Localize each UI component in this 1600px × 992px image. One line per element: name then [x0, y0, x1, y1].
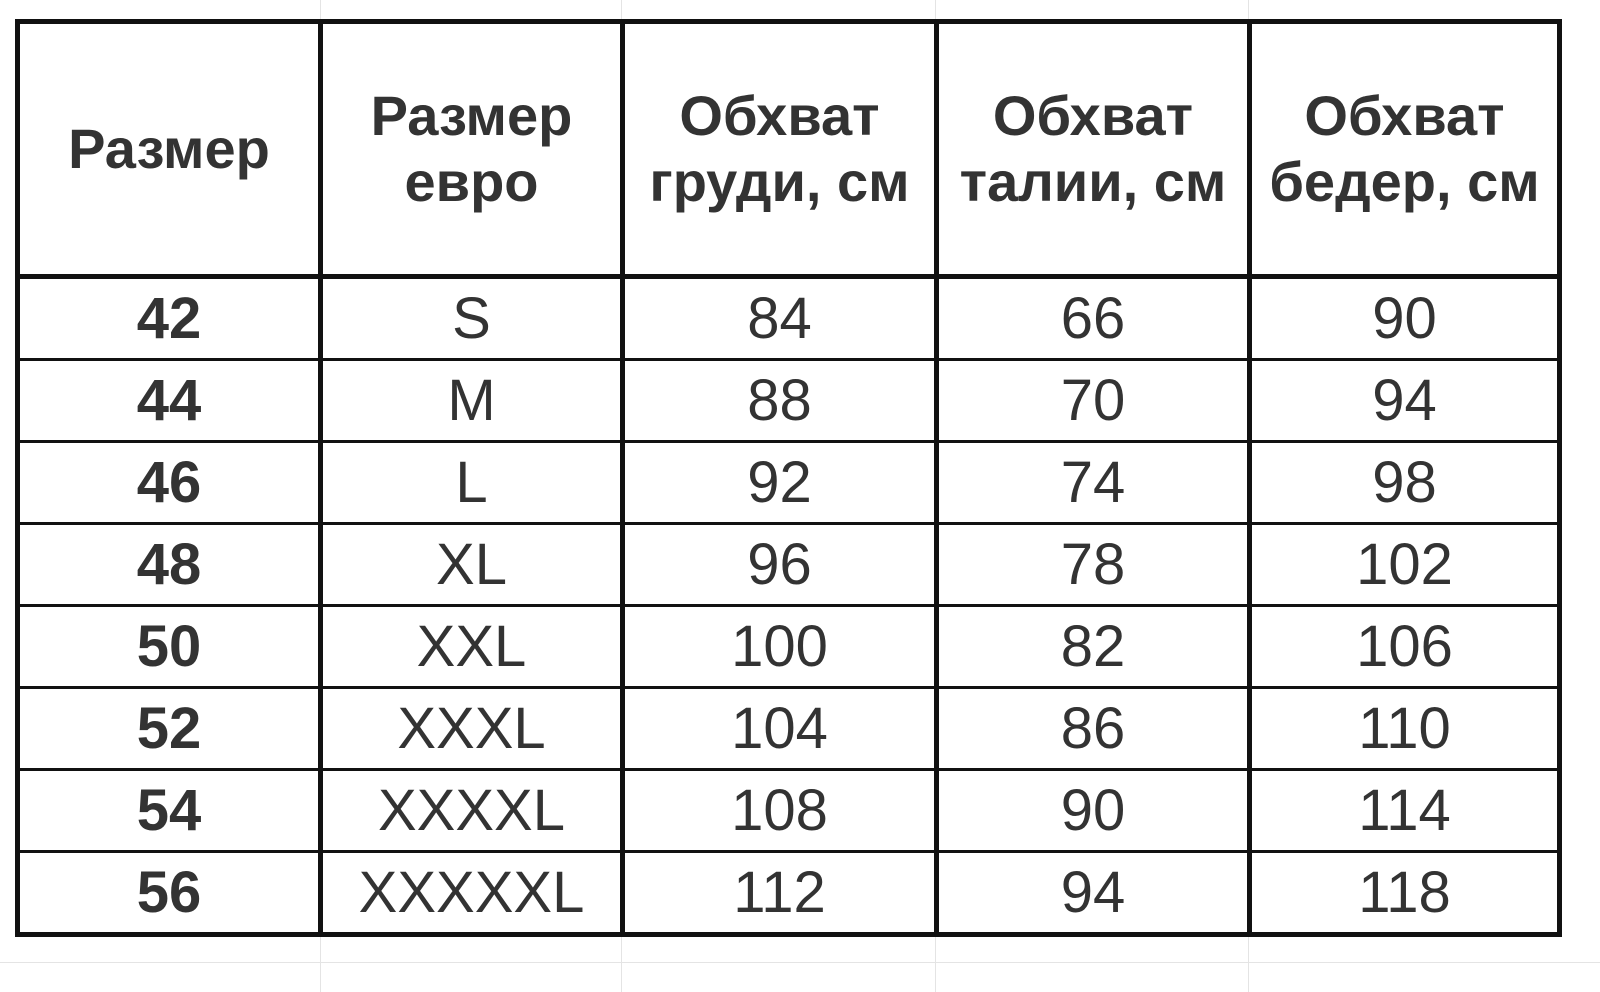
table-cell: 86	[934, 686, 1252, 771]
table-cell: 48	[15, 522, 323, 607]
table-row: 42 S 84 66 90	[15, 274, 1562, 361]
column-header: Обхват бедер, см	[1247, 19, 1562, 279]
table-cell: 94	[934, 850, 1252, 937]
table-cell: 100	[620, 604, 939, 689]
table-cell: 118	[1247, 850, 1562, 937]
table-cell: XXXXXL	[318, 850, 625, 937]
table-row: 54 XXXXL 108 90 114	[15, 768, 1562, 853]
column-header: Размер	[15, 19, 323, 279]
sheet-gridline	[0, 962, 1600, 963]
table-cell: 70	[934, 358, 1252, 443]
table-row: 56 XXXXXL 112 94 118	[15, 850, 1562, 937]
table-cell: 82	[934, 604, 1252, 689]
column-header: Размер евро	[318, 19, 625, 279]
table-cell: M	[318, 358, 625, 443]
table-cell: 78	[934, 522, 1252, 607]
table-cell: 54	[15, 768, 323, 853]
table-cell: 42	[15, 274, 323, 361]
table-row: 52 XXXL 104 86 110	[15, 686, 1562, 771]
size-chart-table: Размер Размер евро Обхват груди, см Обхват …	[15, 19, 1562, 937]
table-cell: 114	[1247, 768, 1562, 853]
table-cell: 56	[15, 850, 323, 937]
column-header: Обхват талии, см	[934, 19, 1252, 279]
table-cell: 110	[1247, 686, 1562, 771]
table-cell: L	[318, 440, 625, 525]
table-cell: 44	[15, 358, 323, 443]
table-cell: 112	[620, 850, 939, 937]
table-cell: 106	[1247, 604, 1562, 689]
table-cell: 74	[934, 440, 1252, 525]
table-cell: 90	[1247, 274, 1562, 361]
table-cell: 94	[1247, 358, 1562, 443]
table-row: 46 L 92 74 98	[15, 440, 1562, 525]
table-row: 44 M 88 70 94	[15, 358, 1562, 443]
table-cell: 88	[620, 358, 939, 443]
table-cell: 96	[620, 522, 939, 607]
table-cell: 108	[620, 768, 939, 853]
table-cell: 98	[1247, 440, 1562, 525]
table-row: 50 XXL 100 82 106	[15, 604, 1562, 689]
header-row: Размер Размер евро Обхват груди, см Обхват …	[15, 19, 1562, 279]
table-cell: 92	[620, 440, 939, 525]
table-cell: S	[318, 274, 625, 361]
table-cell: XXXL	[318, 686, 625, 771]
table-cell: 52	[15, 686, 323, 771]
table-cell: 90	[934, 768, 1252, 853]
table-cell: XXL	[318, 604, 625, 689]
column-header: Обхват груди, см	[620, 19, 939, 279]
table-cell: XXXXL	[318, 768, 625, 853]
table-cell: 102	[1247, 522, 1562, 607]
table-cell: 50	[15, 604, 323, 689]
table-row: 48 XL 96 78 102	[15, 522, 1562, 607]
table-cell: 66	[934, 274, 1252, 361]
table-cell: 46	[15, 440, 323, 525]
table-cell: 84	[620, 274, 939, 361]
table-cell: 104	[620, 686, 939, 771]
table-cell: XL	[318, 522, 625, 607]
